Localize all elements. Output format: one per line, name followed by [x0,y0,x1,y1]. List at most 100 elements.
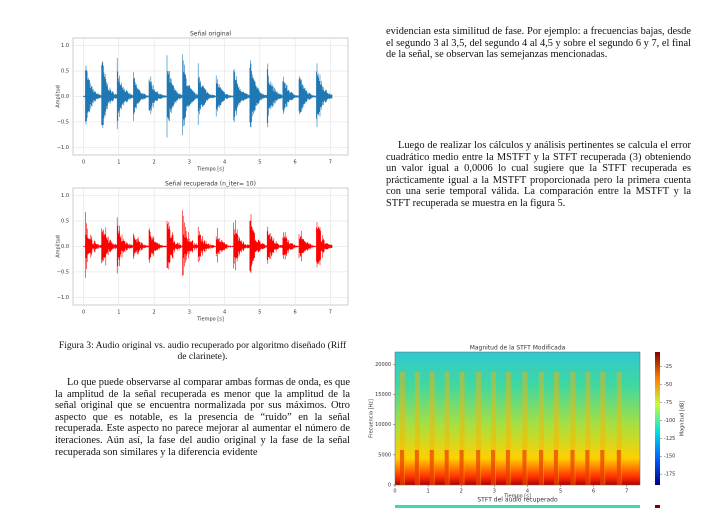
waveform [83,210,333,278]
figure-caption: Figura 3: Audio original vs. audio recup… [58,340,347,362]
y-tick-label: 15000 [375,392,391,398]
x-tick-label: 5 [258,160,261,166]
frame [394,351,641,486]
spectrogram-burst [585,450,590,485]
x-tick-label: 4 [526,489,529,495]
spectrogram-burst [553,450,558,485]
y-tick-label: 20000 [375,362,391,368]
colorbar-label: Magnitud [dB] [680,401,686,437]
spectrogram-burst [414,372,420,485]
y-tick-label: 0.0 [61,94,69,100]
y-axis-label: Amplitud [56,85,62,108]
spectrogram-burst [429,372,435,485]
spectrogram-burst [429,450,434,485]
spectrogram-burst [570,450,575,485]
spectrogram [395,352,640,485]
y-axis-label: Amplitud [56,235,62,258]
spectrogram-burst [476,450,481,485]
spectrogram-burst [505,372,511,485]
spectrogram-burst [539,372,545,485]
x-tick-label: 2 [152,160,155,166]
x-tick-label: 2 [152,310,155,316]
y-tick-label: 1.0 [61,43,69,49]
spectrogram-burst [600,450,605,485]
spectrogram-burst [491,372,497,485]
paragraph: Lo que puede observarse al comparar amba… [55,377,350,458]
plot-title: Señal recuperada (n_iter= 10) [165,181,256,188]
spectrogram-burst [444,372,450,485]
spectrogram [395,505,640,508]
x-tick-label: 1 [117,310,120,316]
spectrogram-burst [476,372,482,485]
paragraph: evidencian esta similitud de fase. Por e… [386,26,691,61]
y-tick-label: 0.5 [61,69,69,75]
colorbar-tick-label: -125 [664,436,675,442]
x-tick-label: 0 [393,489,396,495]
colorbar-tick-label: -50 [664,382,672,388]
spectrogram-burst [522,372,528,485]
x-tick-label: 3 [493,489,496,495]
y-tick-label: −1.0 [57,145,69,151]
x-tick-label: 4 [223,310,226,316]
x-tick-label: 3 [188,310,191,316]
colorbar [655,505,660,508]
y-tick-label: 0.0 [61,244,69,250]
x-tick-label: 6 [294,160,297,166]
spectrogram-burst [399,450,404,485]
spectrogram-burst [570,372,576,485]
spectrogram-burst [399,372,405,485]
colorbar-tick-label: -100 [664,418,675,424]
y-tick-label: 0.5 [61,219,69,225]
x-tick-label: 6 [592,489,595,495]
x-axis-label: Tiempo [s] [196,317,224,323]
spectrogram-burst [616,450,621,485]
plot-title: STFT del audio recuperado [477,497,558,504]
y-tick-label: −0.5 [57,119,69,125]
x-axis-label: Tiempo [s] [196,167,224,173]
spectrogram-burst [600,372,606,485]
y-tick-label: 0 [388,483,391,489]
y-axis-label: Frecuencia [Hz] [369,399,375,438]
colorbar [655,352,660,485]
x-tick-label: 2 [460,489,463,495]
spectrogram-burst [491,450,496,485]
spectrogram-burst [505,450,510,485]
spectrogram-burst [459,372,465,485]
colorbar-tick-label: -25 [664,364,672,370]
x-tick-label: 1 [117,160,120,166]
x-axis-label: Tiempo [s] [503,494,531,500]
y-tick-label: 5000 [378,452,391,458]
plot-title: Señal original [190,31,231,38]
x-tick-label: 7 [625,489,628,495]
x-tick-label: 5 [559,489,562,495]
x-tick-label: 3 [188,160,191,166]
spectrogram-burst [414,450,419,485]
y-tick-label: −0.5 [57,269,69,275]
x-tick-label: 6 [294,310,297,316]
y-tick-label: 10000 [375,422,391,428]
plot-title: Magnitud de la STFT Modificada [470,345,566,352]
spectrogram-burst [459,450,464,485]
x-tick-label: 5 [258,310,261,316]
x-tick-label: 7 [329,310,332,316]
x-tick-label: 7 [329,160,332,166]
spectrogram-burst [522,450,527,485]
spectrogram-burst [444,450,449,485]
y-tick-label: −1.0 [57,295,69,301]
x-tick-label: 0 [82,310,85,316]
y-tick-label: 1.0 [61,193,69,199]
spectrogram-burst [553,372,559,485]
colorbar-tick-label: -150 [664,454,675,460]
spectrogram-burst [539,450,544,485]
spectrogram-burst [585,372,591,485]
waveform [83,54,333,138]
colorbar-tick-label: -175 [664,472,675,478]
x-tick-label: 0 [82,160,85,166]
x-tick-label: 4 [223,160,226,166]
colorbar-tick-label: -75 [664,400,672,406]
spectrogram-burst [616,372,622,485]
paragraph: Luego de realizar los cálculos y análisi… [386,140,691,209]
x-tick-label: 1 [427,489,430,495]
